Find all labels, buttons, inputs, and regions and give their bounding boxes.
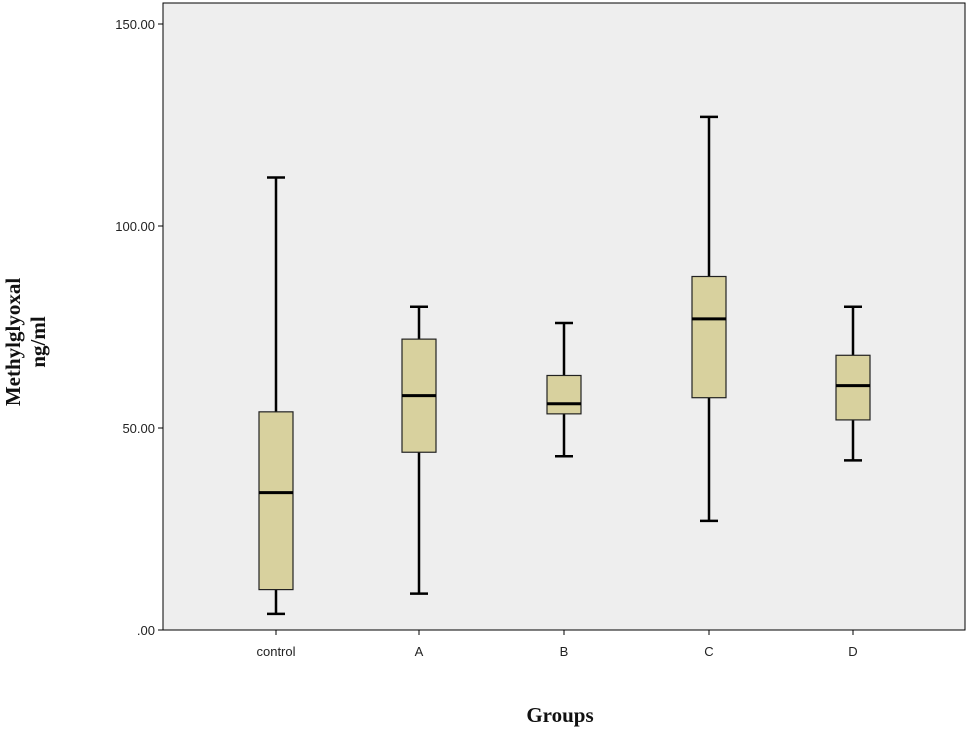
x-tick-label: D: [848, 644, 857, 659]
x-tick-label: A: [415, 644, 424, 659]
box-A: [401, 305, 437, 595]
box-C: [691, 115, 727, 523]
iqr-box: [258, 411, 294, 591]
y-tick-label: 100.00: [115, 219, 155, 234]
iqr-box: [691, 275, 727, 399]
box-control: [258, 176, 294, 616]
box-B: [546, 321, 582, 458]
x-axis-title: Groups: [526, 703, 593, 727]
y-tick-label: 150.00: [115, 17, 155, 32]
x-tick-label: C: [704, 644, 713, 659]
y-tick-label: 50.00: [122, 421, 155, 436]
y-tick-label: .00: [137, 623, 155, 638]
boxes-group: [258, 115, 871, 616]
iqr-box: [546, 374, 582, 415]
x-tick-label: B: [560, 644, 569, 659]
plot-area: [162, 2, 966, 631]
x-tick-label: control: [256, 644, 295, 659]
y-axis-title-line2: ng/ml: [26, 316, 50, 368]
y-axis-title-line1: Methylglyoxal: [1, 278, 25, 406]
iqr-box: [835, 354, 871, 421]
y-axis: .00 50.00 100.00 150.00: [115, 17, 163, 638]
x-axis: control A B C D: [256, 630, 858, 659]
box-D: [835, 305, 871, 462]
